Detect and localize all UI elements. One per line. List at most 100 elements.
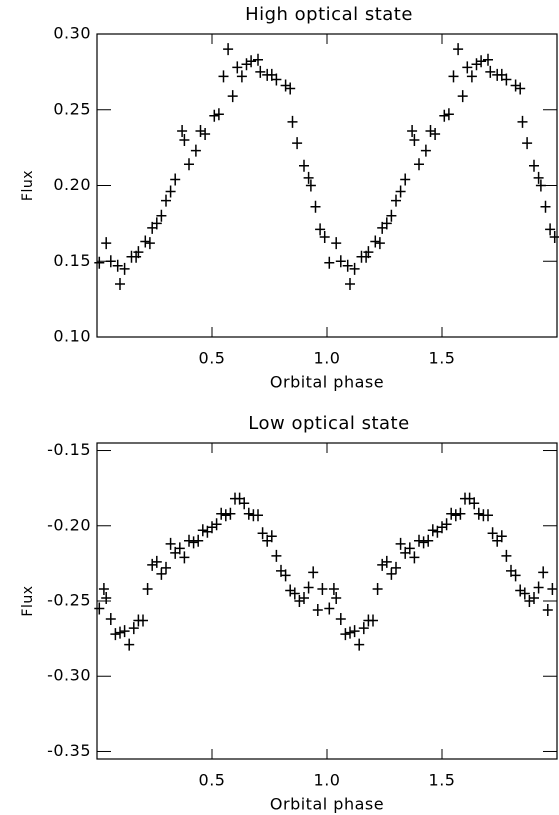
plus-marker — [496, 530, 507, 543]
plus-marker — [549, 231, 559, 244]
plus-marker — [328, 582, 339, 595]
plus-marker — [471, 58, 482, 71]
plus-marker — [372, 582, 383, 595]
plus-marker — [209, 109, 220, 122]
plus-marker — [303, 171, 314, 184]
y-tick-label: -0.35 — [47, 741, 91, 760]
plus-marker — [487, 527, 498, 540]
plus-marker — [427, 524, 438, 537]
plus-marker — [101, 591, 112, 604]
plus-marker — [535, 179, 546, 192]
plus-marker — [144, 237, 155, 250]
plus-marker — [142, 582, 153, 595]
plus-marker — [197, 524, 208, 537]
plus-marker — [239, 497, 250, 510]
plus-marker — [241, 58, 252, 71]
plus-marker — [257, 527, 268, 540]
plus-marker — [280, 569, 291, 582]
plus-marker — [335, 255, 346, 268]
plus-marker — [345, 277, 355, 290]
plus-marker — [515, 82, 526, 95]
plus-marker — [324, 256, 335, 269]
plus-marker — [501, 549, 512, 562]
plus-marker — [386, 567, 397, 580]
plus-marker — [483, 509, 493, 522]
plus-marker — [119, 625, 130, 638]
plus-marker — [349, 625, 360, 638]
plus-marker — [200, 127, 211, 140]
plus-marker — [443, 108, 454, 121]
plus-marker — [133, 246, 144, 259]
plus-marker — [485, 65, 496, 78]
y-tick-label: 0.30 — [53, 24, 91, 43]
x-tick-label: 1.0 — [314, 771, 341, 790]
plus-marker — [115, 626, 125, 639]
plus-marker — [220, 509, 231, 522]
plus-marker — [253, 53, 263, 66]
plus-marker — [368, 614, 378, 627]
plus-marker — [345, 626, 355, 639]
plus-marker — [519, 587, 530, 600]
plus-marker — [315, 223, 326, 236]
plus-marker — [232, 61, 243, 74]
plus-marker — [529, 159, 539, 172]
plus-marker — [165, 537, 176, 550]
plus-marker — [305, 179, 316, 192]
plus-marker — [211, 518, 222, 531]
plus-marker — [450, 509, 461, 522]
plus-marker — [285, 584, 296, 597]
plus-marker — [455, 507, 466, 520]
plus-marker — [105, 613, 116, 626]
plus-marker — [425, 124, 436, 137]
plus-marker — [227, 90, 238, 103]
plus-marker — [119, 262, 130, 275]
plus-marker — [354, 638, 365, 651]
plus-marker — [299, 591, 309, 604]
plus-marker — [529, 591, 539, 604]
x-axis-label: Orbital phase — [270, 795, 384, 814]
plus-marker — [299, 159, 309, 172]
plus-marker — [147, 558, 158, 571]
plus-marker — [342, 259, 353, 272]
plus-marker — [340, 628, 351, 641]
plus-marker — [156, 209, 167, 222]
plus-marker — [476, 55, 487, 68]
plus-marker — [404, 542, 415, 555]
plot-frame — [96, 442, 558, 760]
plus-marker — [105, 255, 116, 268]
plus-marker — [358, 622, 369, 635]
plus-marker — [446, 507, 457, 520]
plus-marker — [138, 614, 148, 627]
plus-marker — [466, 70, 477, 83]
plus-marker — [308, 566, 319, 579]
plus-marker — [161, 561, 171, 574]
plus-marker — [349, 262, 360, 275]
plus-marker — [285, 82, 296, 95]
plus-marker — [331, 591, 342, 604]
plus-marker — [317, 582, 328, 595]
plus-marker — [188, 536, 199, 549]
plus-marker — [457, 90, 468, 103]
plus-marker — [510, 79, 521, 92]
x-tick-label: 0.5 — [199, 771, 226, 790]
plus-marker — [319, 231, 330, 244]
plus-marker — [243, 507, 254, 520]
plus-marker — [193, 534, 204, 547]
plus-marker — [216, 507, 227, 520]
plus-marker — [409, 134, 420, 147]
y-tick-label: 0.25 — [53, 99, 91, 118]
plus-marker — [140, 235, 151, 248]
plus-marker — [246, 55, 257, 68]
plus-marker — [98, 582, 109, 595]
plus-marker — [515, 584, 526, 597]
y-tick-label: -0.20 — [47, 515, 91, 534]
plus-marker — [473, 507, 484, 520]
plus-marker — [312, 604, 323, 617]
plus-marker — [501, 73, 512, 86]
plus-marker — [174, 542, 185, 555]
plus-marker — [236, 70, 247, 83]
x-tick-label: 1.5 — [429, 349, 456, 368]
plus-marker — [213, 108, 224, 121]
plus-marker — [223, 43, 234, 56]
